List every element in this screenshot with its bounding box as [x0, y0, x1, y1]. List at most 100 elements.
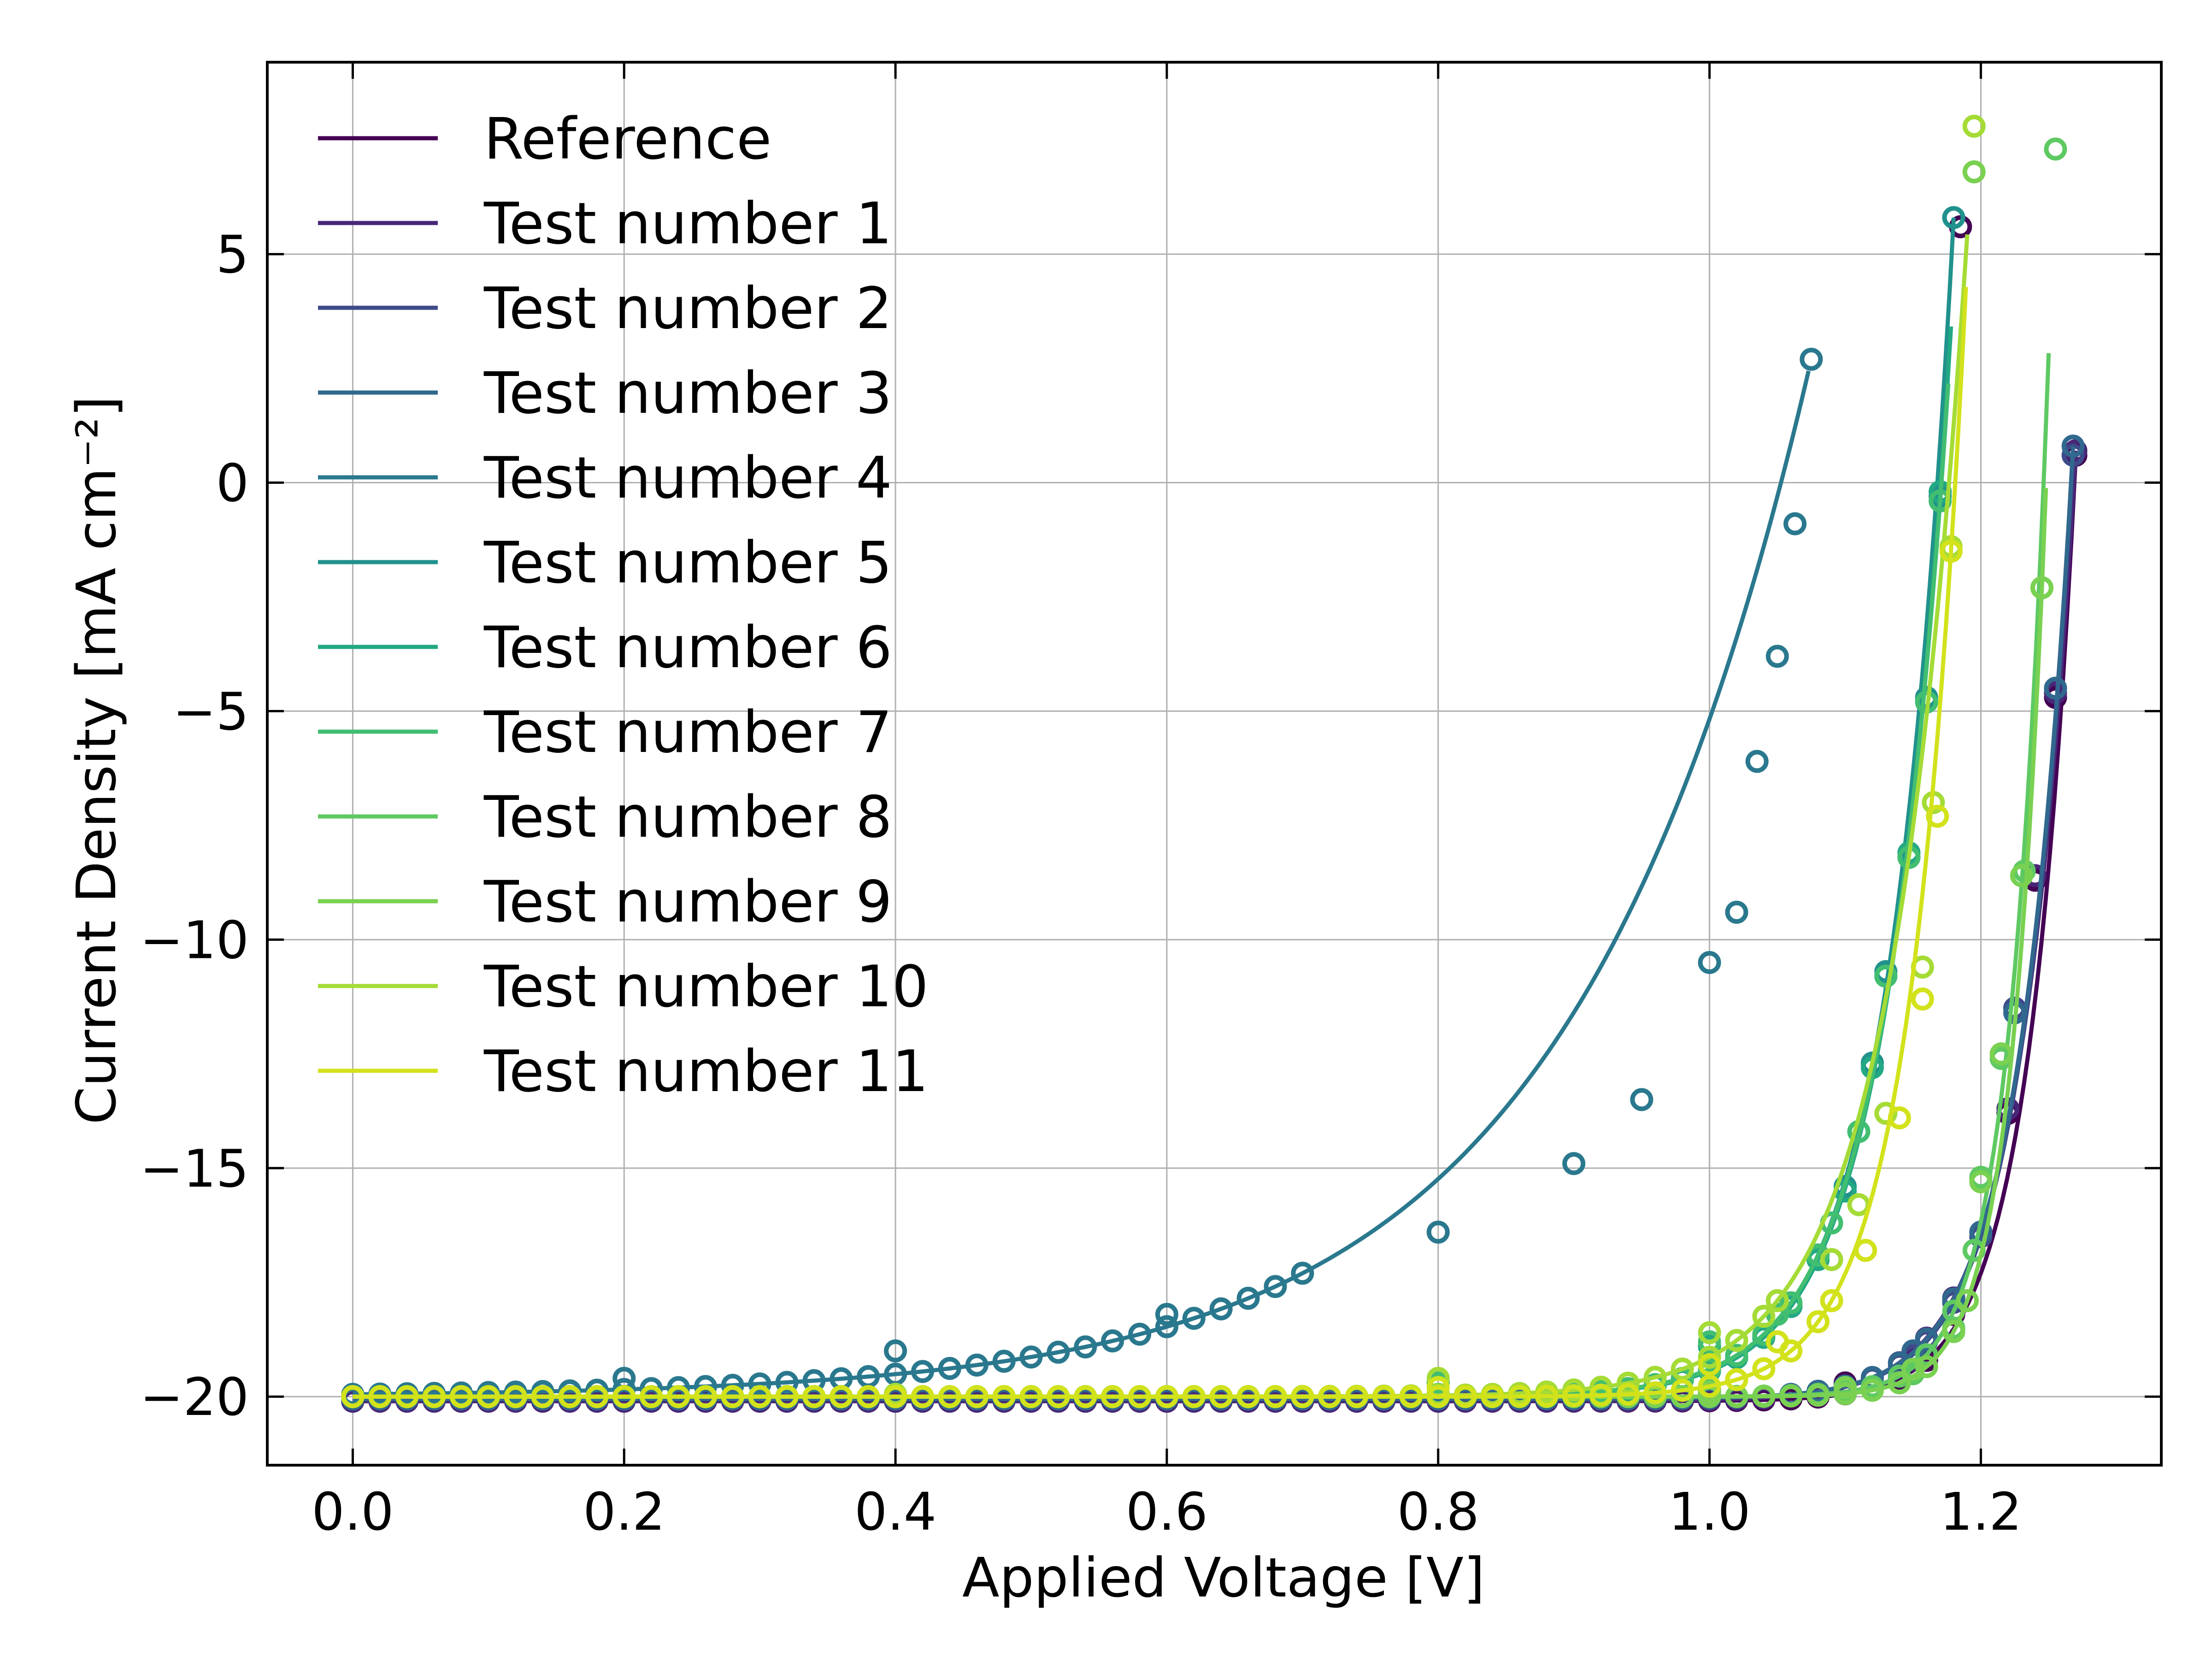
data-point	[1698, 1353, 1721, 1376]
data-point	[1182, 1307, 1206, 1330]
data-point	[1426, 1376, 1450, 1399]
data-point	[1481, 1385, 1504, 1408]
x-tick-label: 0.0	[312, 1482, 394, 1542]
data-point	[1969, 1170, 1993, 1193]
data-point	[1926, 804, 1949, 828]
x-tick-label: 0.6	[1126, 1482, 1208, 1542]
data-point	[1765, 1289, 1789, 1312]
data-point	[1562, 1152, 1586, 1175]
data-point	[1128, 1322, 1152, 1346]
data-point	[884, 1385, 907, 1409]
legend-label: Test number 9	[483, 869, 892, 935]
legend-label: Test number 4	[483, 445, 892, 511]
data-point	[1643, 1366, 1667, 1389]
legend-label: Test number 5	[483, 530, 892, 596]
data-point	[423, 1385, 446, 1409]
data-point	[341, 1385, 365, 1409]
data-point	[477, 1385, 500, 1409]
data-point	[748, 1385, 771, 1409]
data-point	[1939, 540, 1963, 563]
data-point	[1019, 1385, 1043, 1409]
data-point	[965, 1385, 988, 1409]
data-point	[1915, 1327, 1938, 1351]
data-point	[1291, 1262, 1314, 1285]
data-point	[748, 1372, 771, 1396]
data-point	[1800, 347, 1823, 371]
data-point	[1874, 964, 1898, 988]
data-point	[1962, 160, 1986, 183]
data-point	[2010, 864, 2033, 887]
data-point	[1617, 1383, 1640, 1406]
data-point	[857, 1385, 880, 1409]
data-point	[1752, 1304, 1776, 1328]
data-point	[1956, 1289, 1979, 1312]
data-point	[1915, 1355, 1938, 1379]
data-point	[1345, 1385, 1369, 1409]
data-point	[830, 1385, 853, 1409]
data-point	[395, 1385, 419, 1409]
data-point	[612, 1385, 636, 1409]
data-point	[1643, 1381, 1667, 1404]
data-point	[1779, 1291, 1803, 1315]
series-group	[341, 114, 2088, 1413]
data-point	[1399, 1385, 1423, 1409]
axes-layer: 0.0 0.2 0.4 0.6 0.8 1.0 1.2 5 0 −5 −10 −15 −20	[140, 61, 2163, 1542]
data-point	[1834, 1376, 1857, 1399]
data-point	[1426, 1385, 1450, 1409]
data-point	[558, 1385, 582, 1409]
data-point	[1698, 1374, 1721, 1398]
data-point	[1155, 1303, 1178, 1326]
data-point	[1820, 1289, 1843, 1312]
data-point	[911, 1385, 934, 1409]
data-point	[667, 1385, 690, 1409]
x-tick-label: 1.0	[1669, 1482, 1751, 1542]
data-point	[1047, 1385, 1070, 1409]
data-point	[1765, 645, 1789, 668]
data-point	[1101, 1329, 1124, 1353]
data-point	[1989, 1042, 2013, 1066]
data-point	[1264, 1385, 1287, 1409]
data-point	[965, 1353, 988, 1377]
data-point	[1860, 1379, 1884, 1402]
data-point	[911, 1360, 934, 1383]
legend-label: Test number 1	[483, 191, 892, 257]
y-tick-label: −20	[140, 1368, 249, 1427]
data-point	[721, 1373, 744, 1397]
data-point	[1962, 114, 1986, 138]
data-point	[1671, 1357, 1694, 1381]
data-point	[1562, 1384, 1586, 1408]
data-point	[694, 1385, 717, 1409]
series-line	[353, 370, 1811, 1397]
data-point	[1752, 1357, 1776, 1380]
data-point	[1806, 1384, 1830, 1407]
x-tick-label: 0.8	[1397, 1482, 1479, 1542]
data-point	[1888, 1106, 1911, 1130]
data-point	[1508, 1385, 1531, 1408]
data-point	[1725, 1368, 1748, 1391]
plot-frame	[266, 61, 2163, 1467]
y-tick-label: 5	[216, 225, 249, 285]
legend-label: Test number 11	[483, 1039, 929, 1105]
data-point	[992, 1385, 1016, 1409]
data-point	[938, 1357, 961, 1380]
y-tick-label: −10	[140, 910, 249, 970]
data-point	[1671, 1379, 1694, 1402]
data-point	[1725, 1329, 1748, 1352]
legend-label: Reference	[484, 106, 771, 172]
data-point	[1209, 1297, 1233, 1321]
y-tick-label: −5	[173, 682, 249, 742]
data-point	[938, 1385, 961, 1409]
y-tick-label: 0	[216, 454, 249, 514]
data-point	[1783, 512, 1807, 535]
data-point	[2044, 676, 2067, 700]
x-axis-label: Applied Voltage [V]	[962, 1546, 1485, 1609]
data-point	[1820, 1248, 1843, 1271]
data-point	[992, 1350, 1016, 1373]
data-point	[368, 1385, 392, 1409]
y-axis-label: Current Density [mA cm⁻²]	[65, 396, 128, 1124]
data-point	[1074, 1385, 1097, 1409]
data-point	[1854, 1238, 1877, 1262]
data-point	[1752, 1385, 1776, 1408]
data-point	[1535, 1385, 1559, 1408]
